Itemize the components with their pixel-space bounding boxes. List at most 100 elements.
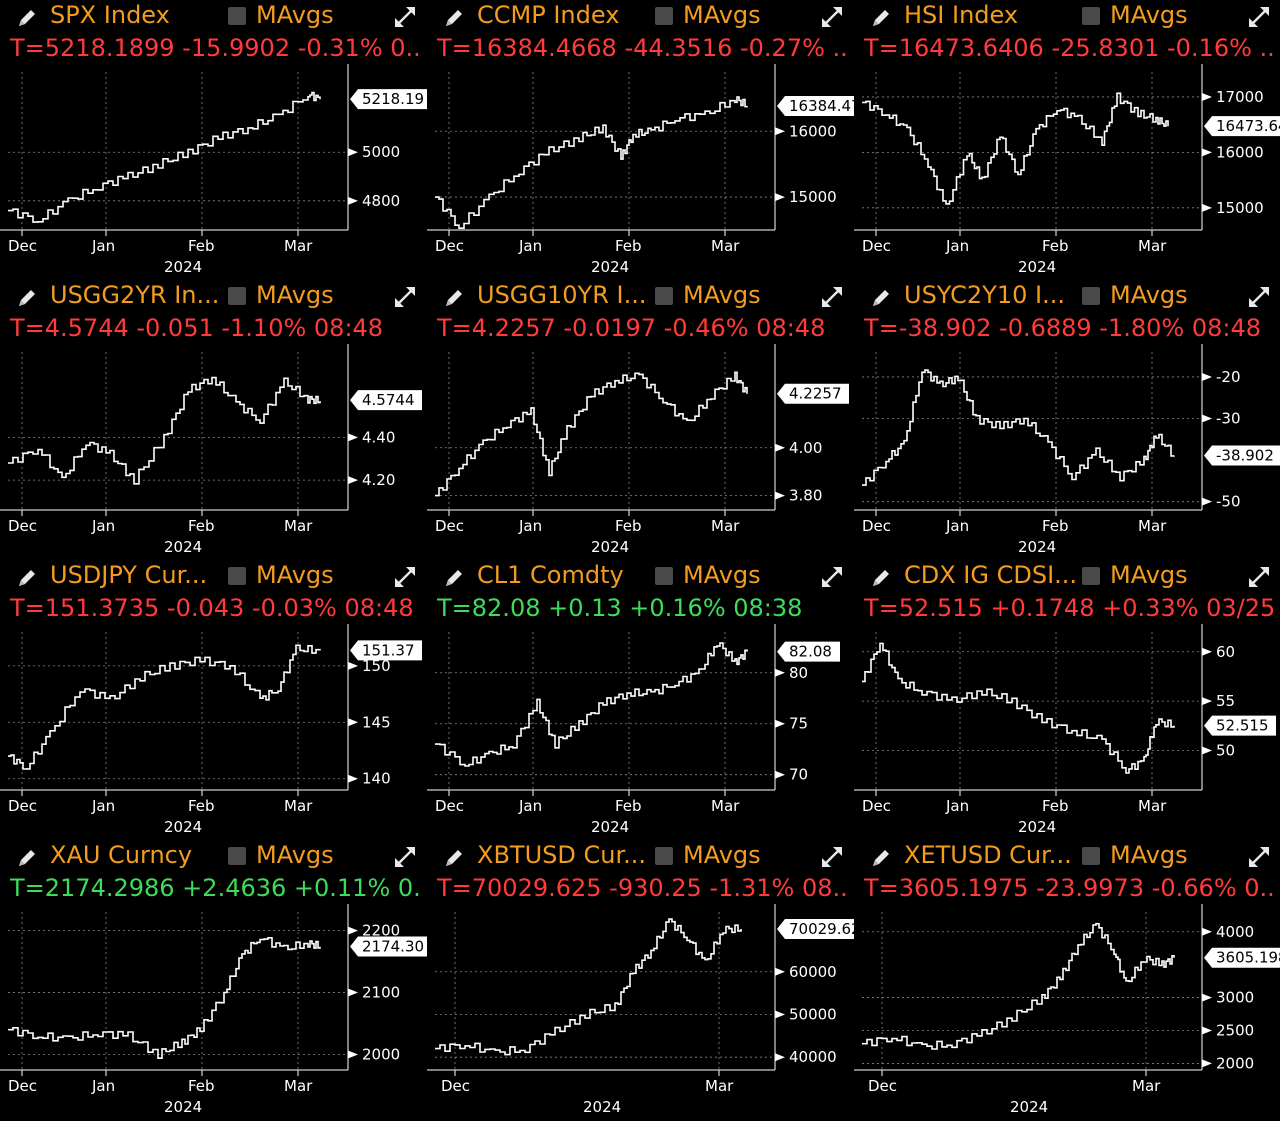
chart-panel: USDJPY Cur... MAvgs T=151.3735 -0.043 -0.0… [0,560,427,840]
ticker-label[interactable]: CDX IG CDSI... [904,561,1076,589]
expand-icon[interactable] [1246,284,1272,310]
mavgs-checkbox[interactable] [228,847,246,865]
y-tick-label: 140 [362,770,391,788]
price-series-line [862,922,1175,1050]
price-chart: 70 75 80 82.08 Dec Jan Feb Mar 2024 [427,624,840,836]
expand-icon[interactable] [819,4,845,30]
quote-line: T=5218.1899 -15.9902 -0.31% 0... [10,34,420,62]
last-price-label: 16384.47 [789,97,854,115]
pencil-icon[interactable] [16,567,38,589]
expand-icon[interactable] [392,284,418,310]
ticker-label[interactable]: SPX Index [50,1,170,29]
pencil-icon[interactable] [16,287,38,309]
mavgs-checkbox[interactable] [1082,567,1100,585]
x-tick-label: Mar [1138,797,1167,815]
pencil-icon[interactable] [870,287,892,309]
mavgs-checkbox[interactable] [1082,847,1100,865]
chart-panel: XBTUSD Cur... MAvgs T=70029.625 -930.25 -1… [427,840,854,1120]
price-chart: 4.20 4.40 4.5744 Dec Jan Feb Mar 2024 [0,344,422,556]
year-label: 2024 [583,1098,621,1116]
x-tick-label: Feb [188,517,215,535]
pencil-icon[interactable] [16,847,38,869]
expand-icon[interactable] [392,4,418,30]
expand-icon[interactable] [1246,844,1272,870]
x-tick-label: Feb [188,1077,215,1095]
panel-header: XBTUSD Cur... MAvgs [427,840,854,874]
mavgs-checkbox[interactable] [655,567,673,585]
pencil-icon[interactable] [870,567,892,589]
y-tick-label: 16000 [1216,143,1264,161]
expand-icon[interactable] [392,844,418,870]
pencil-icon[interactable] [443,287,465,309]
ticker-label[interactable]: XETUSD Cur... [904,841,1072,869]
pencil-icon[interactable] [870,847,892,869]
pencil-icon[interactable] [16,7,38,29]
y-tick-label: 70 [789,766,808,784]
last-price-label: -38.902 [1216,447,1274,465]
ticker-label[interactable]: CL1 Comdty [477,561,624,589]
ticker-label[interactable]: HSI Index [904,1,1019,29]
y-tick-marker [775,193,785,202]
mavgs-label: MAvgs [683,1,761,29]
mavgs-checkbox[interactable] [1082,7,1100,25]
quote-line: T=82.08 +0.13 +0.16% 08:38 [437,594,803,622]
expand-icon[interactable] [819,844,845,870]
x-tick-label: Mar [1138,517,1167,535]
ticker-label[interactable]: CCMP Index [477,1,620,29]
pencil-icon[interactable] [443,847,465,869]
mavgs-checkbox[interactable] [228,287,246,305]
y-tick-marker [1202,372,1212,381]
price-chart: -50 -30 -20 -38.902 Dec Jan Feb Mar 2024 [854,344,1280,556]
x-tick-label: Dec [868,1077,897,1095]
mavgs-label: MAvgs [683,561,761,589]
y-tick-label: 4.40 [362,428,395,446]
y-tick-marker [348,774,358,783]
price-series-line [435,96,748,229]
mavgs-checkbox[interactable] [655,847,673,865]
x-tick-label: Mar [711,797,740,815]
mavgs-label: MAvgs [1110,281,1188,309]
panel-header: USDJPY Cur... MAvgs [0,560,427,594]
expand-icon[interactable] [1246,564,1272,590]
year-label: 2024 [591,258,629,276]
last-price-label: 16473.64 [1216,117,1280,135]
y-tick-label: 4.00 [789,439,822,457]
mavgs-checkbox[interactable] [655,287,673,305]
ticker-label[interactable]: XAU Curncy [50,841,193,869]
ticker-label[interactable]: USDJPY Cur... [50,561,208,589]
x-tick-label: Dec [862,237,891,255]
mavgs-label: MAvgs [256,1,334,29]
expand-icon[interactable] [1246,4,1272,30]
quote-line: T=151.3735 -0.043 -0.03% 08:48 [10,594,414,622]
price-chart: 2000 2500 3000 4000 3605.198 Dec Mar 2024 [854,904,1280,1116]
pencil-icon[interactable] [443,7,465,29]
last-price-label: 82.08 [789,643,832,661]
ticker-label[interactable]: XBTUSD Cur... [477,841,646,869]
x-tick-label: Jan [945,797,969,815]
ticker-label[interactable]: USGG10YR I... [477,281,647,309]
pencil-icon[interactable] [443,567,465,589]
price-chart: 15000 16000 16384.47 Dec Jan Feb Mar 2024 [427,64,854,276]
x-tick-label: Feb [188,237,215,255]
y-tick-label: 16000 [789,122,837,140]
mavgs-checkbox[interactable] [228,567,246,585]
last-price-label: 5218.19 [362,90,424,108]
y-tick-label: 4000 [1216,923,1254,941]
panel-header: USGG10YR I... MAvgs [427,280,854,314]
ticker-label[interactable]: USYC2Y10 I... [904,281,1065,309]
mavgs-checkbox[interactable] [228,7,246,25]
x-tick-label: Feb [188,797,215,815]
y-tick-label: 3000 [1216,989,1254,1007]
y-tick-marker [775,443,785,452]
panel-header: CCMP Index MAvgs [427,0,854,34]
price-series-line [435,371,748,497]
expand-icon[interactable] [819,564,845,590]
expand-icon[interactable] [819,284,845,310]
mavgs-checkbox[interactable] [655,7,673,25]
ticker-label[interactable]: USGG2YR In... [50,281,220,309]
mavgs-checkbox[interactable] [1082,287,1100,305]
expand-icon[interactable] [392,564,418,590]
y-tick-label: 2200 [362,922,400,940]
pencil-icon[interactable] [870,7,892,29]
y-tick-marker [1202,746,1212,755]
